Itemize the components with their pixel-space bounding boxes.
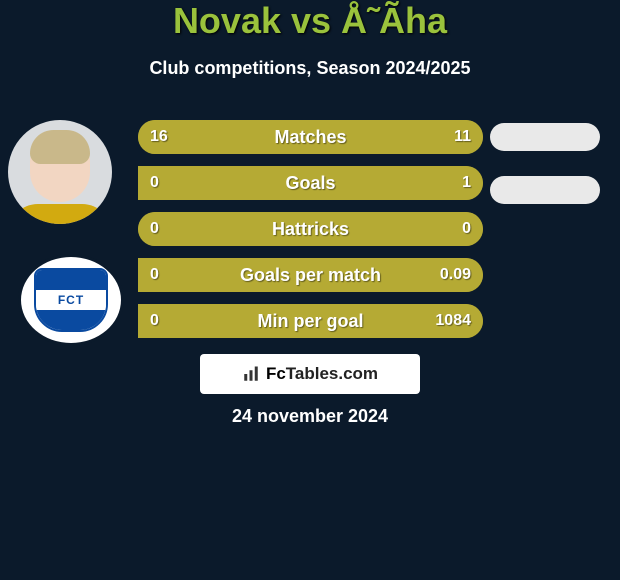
shield-band xyxy=(36,310,106,330)
stat-bar-matches: 1611Matches xyxy=(138,120,483,154)
source-text-prefix: Fc xyxy=(266,364,286,383)
chart-icon xyxy=(242,365,260,383)
club-shield: FCT xyxy=(34,268,108,332)
stat-label: Goals xyxy=(138,166,483,200)
pill-matches xyxy=(490,123,600,151)
stat-bar-min-per-goal: 01084Min per goal xyxy=(138,304,483,338)
stat-bars: 1611Matches 01Goals 00Hattricks 00.09Goals … xyxy=(138,120,483,350)
stat-label: Matches xyxy=(138,120,483,154)
shield-text: FCT xyxy=(36,290,106,310)
page-subtitle: Club competitions, Season 2024/2025 xyxy=(0,58,620,79)
stat-bar-goals: 01Goals xyxy=(138,166,483,200)
player1-avatar xyxy=(8,120,112,224)
player2-club-badge: FCT xyxy=(18,254,124,346)
stat-label: Min per goal xyxy=(138,304,483,338)
stat-bar-hattricks: 00Hattricks xyxy=(138,212,483,246)
avatar-face xyxy=(30,132,90,202)
stat-label: Goals per match xyxy=(138,258,483,292)
avatar-shirt xyxy=(8,204,112,224)
snapshot-date: 24 november 2024 xyxy=(0,406,620,427)
comparison-card: Novak vs Å˜Ãha Club competitions, Season… xyxy=(0,0,620,580)
pill-goals xyxy=(490,176,600,204)
shield-band xyxy=(36,270,106,290)
stat-bar-goals-per-match: 00.09Goals per match xyxy=(138,258,483,292)
source-text: FcTables.com xyxy=(266,364,378,384)
source-logo[interactable]: FcTables.com xyxy=(200,354,420,394)
avatar-hair xyxy=(30,130,90,164)
avatars-column: FCT xyxy=(8,120,118,346)
stat-label: Hattricks xyxy=(138,212,483,246)
page-title: Novak vs Å˜Ãha xyxy=(0,0,620,42)
source-text-suffix: Tables.com xyxy=(286,364,378,383)
